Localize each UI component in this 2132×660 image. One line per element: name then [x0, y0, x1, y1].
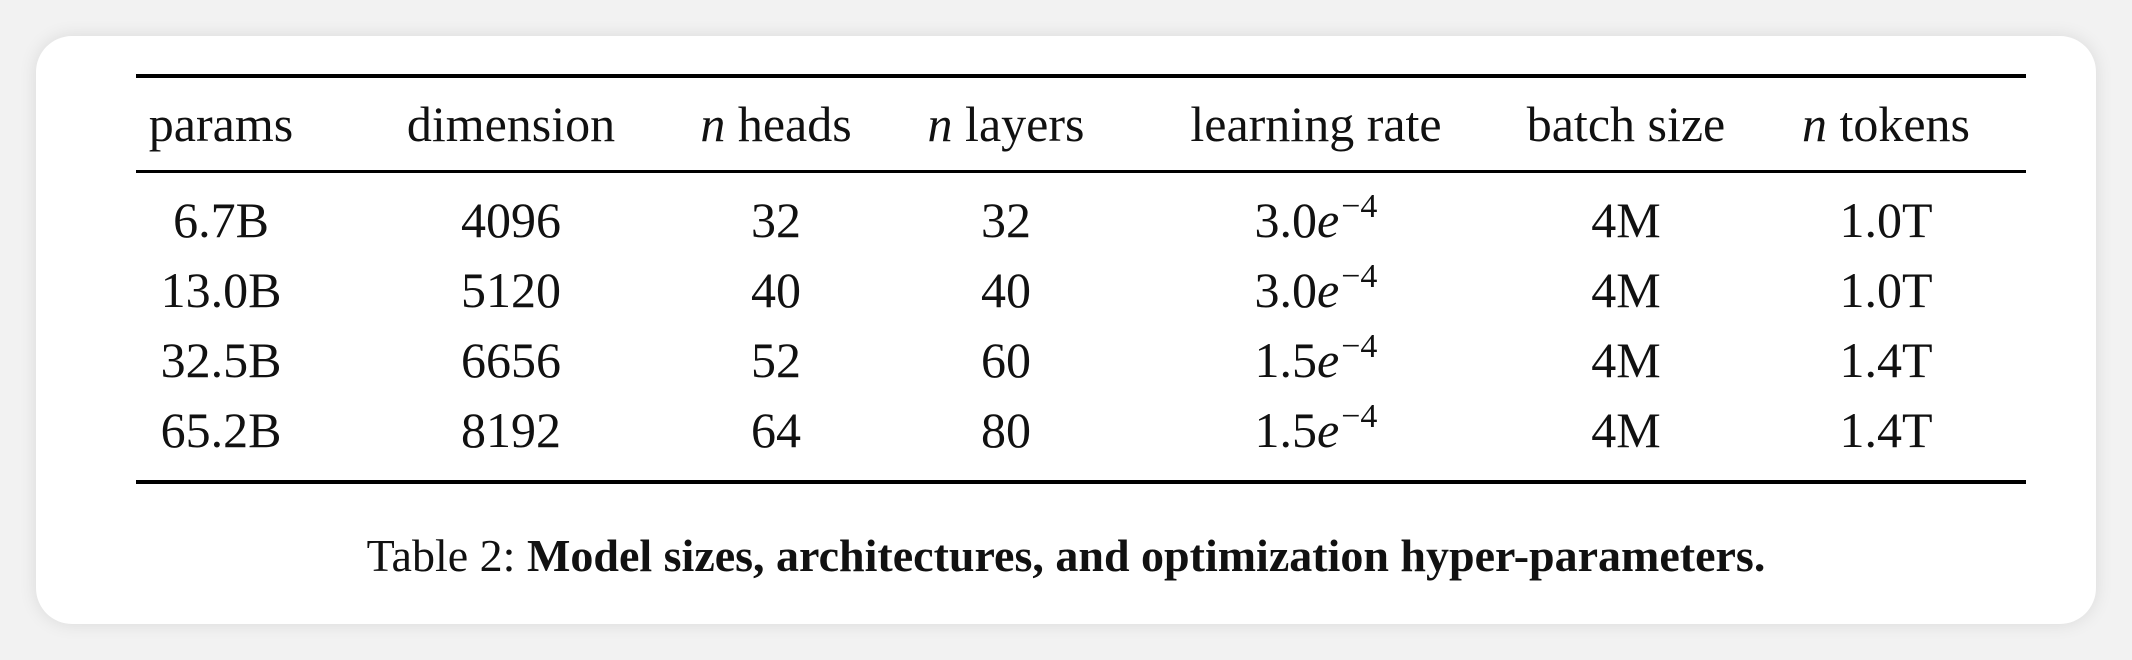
- header-params-text: params: [148, 96, 294, 152]
- lr-mantissa: 1.5: [1254, 402, 1318, 458]
- cell-learning-rate: 1.5e−4: [1136, 328, 1496, 390]
- cell-tokens: 1.4T: [1839, 332, 1933, 388]
- cell-learning-rate: 3.0e−4: [1136, 258, 1496, 320]
- header-batch-size-text: batch size: [1526, 96, 1726, 152]
- header-learning-rate-text: learning rate: [1190, 96, 1442, 152]
- top-rule: [136, 74, 2026, 78]
- header-heads-prefix: n: [700, 96, 726, 152]
- bottom-rule: [136, 480, 2026, 484]
- cell-heads: 64: [751, 402, 801, 458]
- cell-batch-size: 4M: [1591, 402, 1661, 458]
- lr-exponent: −4: [1341, 398, 1378, 435]
- lr-base: e: [1317, 262, 1340, 318]
- lr-exponent: −4: [1341, 258, 1378, 295]
- cell-tokens: 1.0T: [1839, 262, 1933, 318]
- caption-label: Table 2:: [366, 530, 527, 581]
- header-tokens-text: tokens: [1826, 96, 1971, 152]
- cell-layers: 60: [981, 332, 1031, 388]
- table-card: params dimension n heads n layers learni…: [36, 36, 2096, 624]
- cell-tokens: 1.0T: [1839, 192, 1933, 248]
- table-caption: Table 2: Model sizes, architectures, and…: [36, 526, 2096, 586]
- lr-base: e: [1317, 402, 1340, 458]
- cell-dimension: 5120: [461, 262, 561, 318]
- cell-tokens: 1.4T: [1839, 402, 1933, 458]
- cell-batch-size: 4M: [1591, 192, 1661, 248]
- lr-base: e: [1317, 332, 1340, 388]
- header-layers-prefix: n: [927, 96, 953, 152]
- cell-learning-rate: 3.0e−4: [1136, 188, 1496, 250]
- header-tokens: n tokens: [1756, 94, 2016, 154]
- lr-exponent: −4: [1341, 328, 1378, 365]
- cell-dimension: 6656: [461, 332, 561, 388]
- lr-mantissa: 3.0: [1254, 262, 1318, 318]
- cell-heads: 40: [751, 262, 801, 318]
- header-tokens-prefix: n: [1801, 96, 1827, 152]
- cell-dimension: 4096: [461, 192, 561, 248]
- header-heads-text: heads: [725, 96, 852, 152]
- header-layers-text: layers: [952, 96, 1085, 152]
- cell-params: 65.2B: [160, 402, 282, 458]
- lr-mantissa: 3.0: [1254, 192, 1318, 248]
- header-dimension: dimension: [346, 94, 676, 154]
- cell-batch-size: 4M: [1591, 332, 1661, 388]
- lr-base: e: [1317, 192, 1340, 248]
- cell-dimension: 8192: [461, 402, 561, 458]
- header-learning-rate: learning rate: [1136, 94, 1496, 154]
- cell-params: 32.5B: [160, 332, 282, 388]
- cell-layers: 80: [981, 402, 1031, 458]
- cell-heads: 32: [751, 192, 801, 248]
- cell-heads: 52: [751, 332, 801, 388]
- cell-layers: 32: [981, 192, 1031, 248]
- cell-batch-size: 4M: [1591, 262, 1661, 318]
- header-dimension-text: dimension: [406, 96, 616, 152]
- cell-params: 13.0B: [160, 262, 282, 318]
- header-rule: [136, 170, 2026, 173]
- cell-learning-rate: 1.5e−4: [1136, 398, 1496, 460]
- header-batch-size: batch size: [1496, 94, 1756, 154]
- cell-layers: 40: [981, 262, 1031, 318]
- header-heads: n heads: [676, 94, 876, 154]
- cell-params: 6.7B: [173, 192, 269, 248]
- header-params: params: [96, 94, 346, 154]
- lr-exponent: −4: [1341, 188, 1378, 225]
- lr-mantissa: 1.5: [1254, 332, 1318, 388]
- caption-text: Model sizes, architectures, and optimiza…: [526, 530, 1766, 581]
- header-layers: n layers: [876, 94, 1136, 154]
